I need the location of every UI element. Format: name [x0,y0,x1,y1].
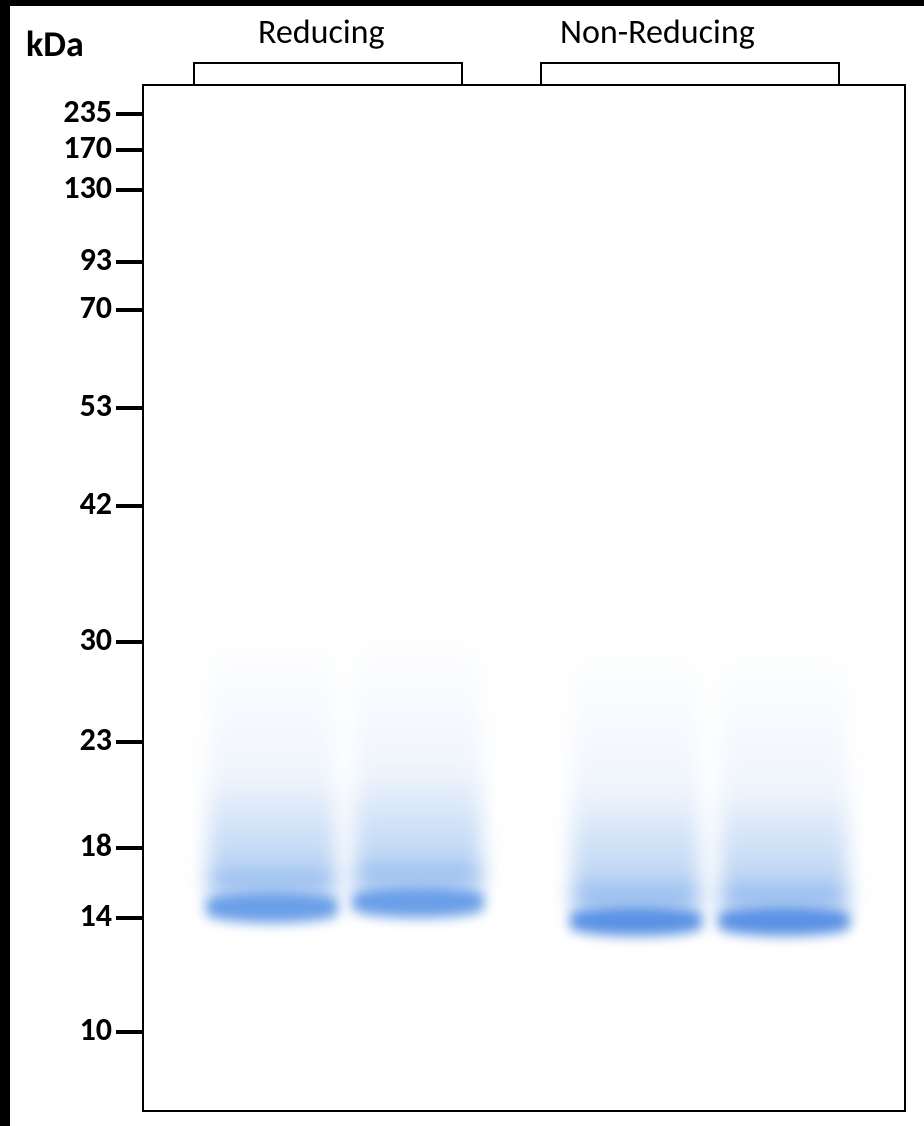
tick-70 [116,308,142,312]
band-nr2 [718,906,850,936]
gel-box [142,84,906,1112]
reducing-bracket [193,62,463,84]
tick-30 [116,640,142,644]
tick-170 [116,148,142,152]
tick-10 [116,1030,142,1034]
tick-18 [116,846,142,850]
band-smear-r2 [354,627,482,887]
mw-marker-70: 70 [80,288,112,327]
mw-marker-93: 93 [80,240,112,279]
gel-figure: kDa Reducing Non-Reducing 235 170 130 93… [0,0,924,1126]
band-nr1 [570,906,702,936]
kda-title: kDa [26,22,84,66]
mw-marker-170: 170 [63,128,112,167]
mw-marker-30: 30 [80,620,112,659]
tick-42 [116,504,142,508]
band-smear-r1 [208,632,336,892]
band-smear-nr2 [720,642,848,907]
band-smear-nr1 [572,642,700,907]
mw-marker-42: 42 [80,484,112,523]
mw-marker-10: 10 [80,1010,112,1049]
tick-53 [116,406,142,410]
tick-23 [116,740,142,744]
mw-marker-23: 23 [80,720,112,759]
mw-marker-53: 53 [80,386,112,425]
non-reducing-bracket [540,62,840,84]
tick-93 [116,260,142,264]
tick-130 [116,188,142,192]
reducing-label: Reducing [258,12,385,53]
mw-marker-235: 235 [63,92,112,131]
band-r2 [352,886,484,918]
band-r1 [206,891,338,923]
mw-marker-18: 18 [80,826,112,865]
non-reducing-label: Non-Reducing [560,12,755,53]
top-border [0,0,924,6]
mw-marker-130: 130 [63,168,112,207]
tick-235 [116,112,142,116]
mw-marker-14: 14 [80,896,112,935]
tick-14 [116,916,142,920]
left-border [0,0,10,1126]
